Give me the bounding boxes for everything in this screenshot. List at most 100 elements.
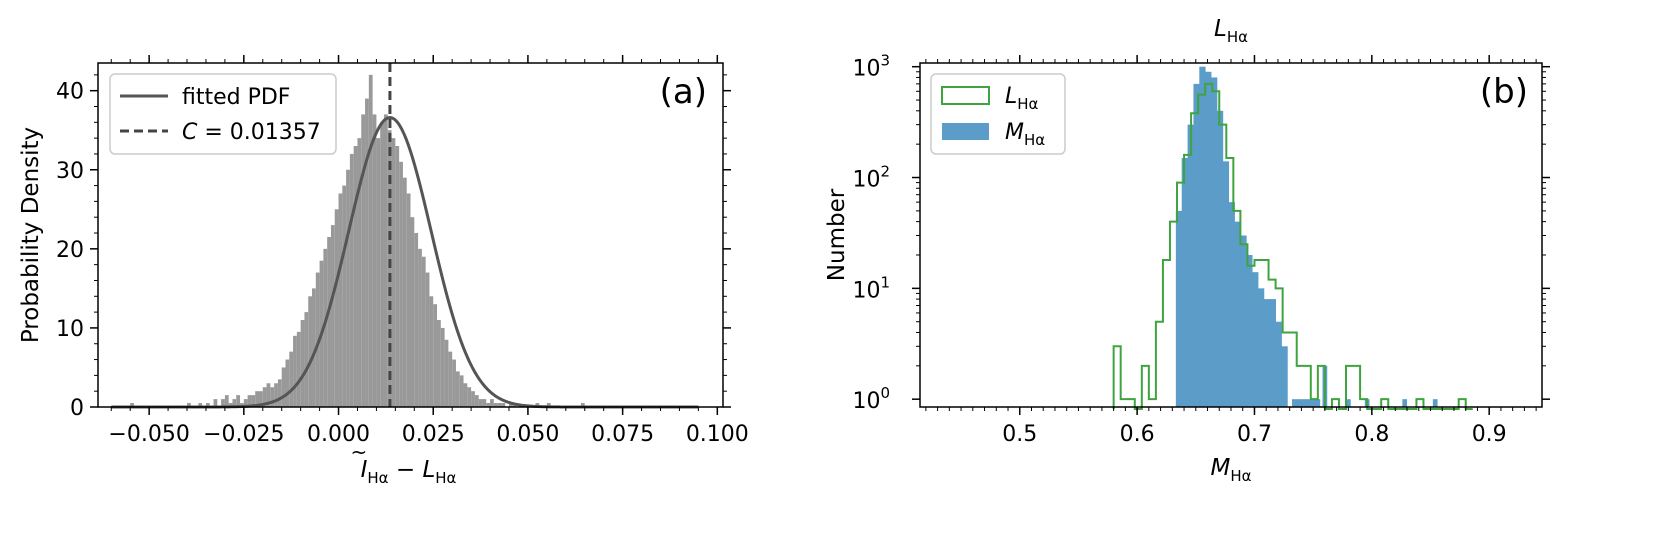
a-hist-bar — [304, 312, 309, 407]
a-hist-bar — [437, 320, 441, 407]
a-xtick-label: 0.100 — [686, 422, 749, 447]
a-hist-bar — [323, 248, 328, 407]
a-xtick-label: 0.075 — [591, 422, 654, 447]
a-hist-bar — [293, 335, 297, 407]
a-legend: fitted PDF C = 0.01357 — [109, 73, 337, 155]
a-hist-bar — [425, 272, 430, 407]
a-hist-bar — [130, 403, 134, 407]
a-hist-bar — [365, 98, 369, 407]
b-m-bar — [1263, 299, 1271, 407]
a-hist-bar — [289, 351, 294, 407]
b-m-bar — [1275, 321, 1282, 407]
b-m-bar — [1269, 299, 1276, 407]
a-plot-frame — [97, 62, 724, 408]
a-hist-bar — [349, 153, 354, 407]
b-m-bar — [1292, 399, 1321, 407]
a-legend-c-value: C = 0.01357 — [182, 120, 321, 145]
a-hist-bar — [452, 359, 456, 407]
a-hist-bar — [455, 371, 460, 407]
a-hist-bar — [410, 217, 415, 407]
a-hist-bar — [474, 395, 479, 407]
a-hist-bar — [270, 387, 275, 407]
b-m-bar — [1205, 71, 1212, 407]
a-hist-bar — [493, 403, 498, 407]
b-xtick-label: 0.5 — [1002, 422, 1037, 447]
a-hist-bar — [240, 403, 244, 407]
a-hist-bar — [262, 387, 267, 407]
b-m-bar — [1346, 399, 1351, 407]
a-hist-bar — [312, 288, 316, 407]
a-y-axis-label: Probability Density — [18, 127, 44, 343]
a-hist-bar — [277, 379, 282, 407]
a-hist-bar — [376, 138, 381, 407]
b-legend-m-label: MHα — [1005, 120, 1045, 149]
a-hist-bar — [228, 403, 233, 407]
b-legend-l-label: LHα — [1005, 84, 1039, 113]
a-hist-bar — [497, 403, 502, 407]
a-hist-bar — [508, 403, 513, 407]
b-m-bar — [1252, 272, 1259, 407]
a-hist-bar — [296, 331, 301, 407]
a-hist-bar — [247, 395, 252, 407]
b-m-bar — [1181, 158, 1188, 407]
a-hist-bar — [418, 248, 422, 407]
a-hist-bar — [463, 383, 468, 407]
a-xlabel-i: I — [361, 457, 368, 483]
a-hist-bar — [448, 351, 453, 407]
a-panel-label: (a) — [660, 72, 707, 112]
a-xtick-label: −0.050 — [108, 422, 189, 447]
b-xtick-label: 0.8 — [1354, 422, 1389, 447]
a-hist-bar — [258, 391, 263, 407]
a-hist-bar — [251, 395, 256, 407]
a-hist-bar — [383, 114, 388, 408]
a-x-axis-label: IHα − LHα — [361, 457, 457, 487]
a-hist-bar — [429, 296, 434, 407]
a-xlabel-tilde: ~ — [351, 440, 368, 464]
a-hist-bar — [266, 383, 271, 407]
a-hist-bar — [372, 114, 377, 408]
b-top-axis-label: LHα — [1214, 16, 1248, 46]
a-hist-bar — [501, 403, 506, 407]
b-m-bar — [1193, 83, 1200, 407]
a-hist-bar — [478, 399, 483, 407]
a-hist-bar — [198, 403, 203, 407]
b-m-bar — [1175, 210, 1183, 407]
a-hist-bar — [490, 399, 494, 407]
b-m-bar — [1402, 399, 1408, 407]
a-hist-bar — [315, 272, 320, 407]
a-hist-bar — [444, 339, 449, 407]
b-xtick-label: 0.9 — [1472, 422, 1507, 447]
a-ytick-label: 0 — [70, 396, 84, 421]
a-hist-bar — [308, 296, 313, 407]
b-m-bar — [1432, 399, 1438, 407]
a-hist-bar — [232, 399, 237, 407]
a-xlabel-l: L — [422, 457, 435, 483]
b-m-bar — [1240, 235, 1247, 407]
a-hist-bar — [285, 359, 290, 407]
a-hist-bar — [255, 391, 259, 407]
a-legend-box — [109, 73, 337, 155]
b-m-bar — [1234, 221, 1241, 407]
a-hist-bar — [546, 403, 551, 407]
a-hist-bar — [467, 387, 472, 407]
b-m-bar — [1216, 110, 1224, 408]
a-histogram — [130, 74, 585, 408]
a-ytick-label: 20 — [56, 238, 84, 263]
a-hist-bar — [421, 256, 426, 407]
b-x-axis-label: MHα — [1210, 455, 1251, 485]
a-hist-bar — [399, 161, 403, 407]
b-ticks: 0.5 0.6 0.7 0.8 0.9 100 101 102 103 — [852, 52, 1550, 447]
a-hist-bar — [187, 403, 191, 407]
a-hist-bar — [342, 185, 347, 407]
b-y-axis-label: Number — [824, 188, 850, 281]
a-hist-bar — [338, 193, 343, 407]
a-hist-bar — [433, 304, 438, 407]
a-xtick-label: 0.000 — [307, 422, 370, 447]
a-hist-bar — [213, 399, 218, 407]
a-ytick-label: 10 — [56, 317, 84, 342]
a-hist-bar — [406, 193, 411, 407]
a-hist-bar — [395, 146, 400, 407]
a-hist-bar — [387, 130, 392, 407]
b-m-histogram — [1175, 66, 1438, 408]
panel-b: 0.5 0.6 0.7 0.8 0.9 100 101 102 103 Number MHα L… — [824, 16, 1550, 485]
